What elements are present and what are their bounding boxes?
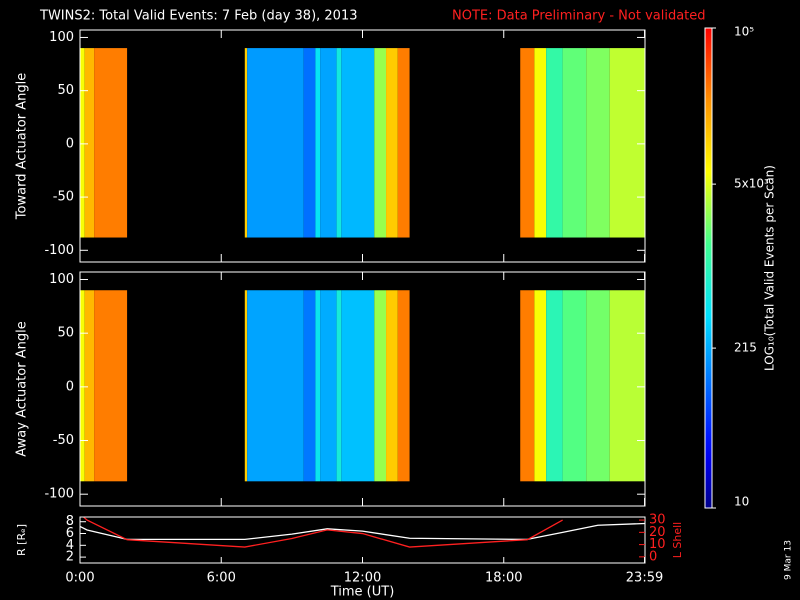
y2-tick-label: 0 xyxy=(649,549,657,564)
colorbar-tick-label: 215 xyxy=(734,341,757,355)
heat-cell xyxy=(244,290,248,482)
heat-cell xyxy=(534,48,547,238)
heat-cell xyxy=(244,48,248,238)
heat-cell xyxy=(336,290,342,482)
colorbar-label: LOG₁₀(Total Valid Events per Scan) xyxy=(763,165,777,371)
heat-cell xyxy=(341,290,375,482)
heat-cell xyxy=(374,290,387,482)
y-tick-label: 6 xyxy=(66,526,74,541)
y-tick-label: 100 xyxy=(49,30,74,45)
x-tick-label: 18:00 xyxy=(485,571,522,586)
heat-cell xyxy=(247,290,304,482)
heat-cell xyxy=(303,48,316,238)
y-tick-label: 100 xyxy=(49,272,74,287)
heat-cell xyxy=(320,48,337,238)
note: NOTE: Data Preliminary - Not validated xyxy=(452,9,706,24)
heat-cell xyxy=(336,48,342,238)
colorbar xyxy=(704,27,713,509)
y2-tick-label: 10 xyxy=(649,537,666,552)
heat-cell xyxy=(80,290,85,482)
y2-tick-label: 30 xyxy=(649,513,666,528)
heat-cell xyxy=(303,290,316,482)
y-tick-label: -100 xyxy=(44,487,74,502)
heat-cell xyxy=(94,290,128,482)
y-axis-label: R [Rₑ] xyxy=(15,524,28,556)
colorbar-tick-label: 10⁵ xyxy=(734,25,754,39)
heat-cell xyxy=(315,48,321,238)
x-tick-label: 0:00 xyxy=(65,571,94,586)
y-tick-label: 4 xyxy=(66,538,74,553)
heat-cell xyxy=(586,290,610,482)
y-tick-label: 2 xyxy=(66,550,74,565)
chart-title: TWINS2: Total Valid Events: 7 Feb (day 3… xyxy=(39,9,358,24)
heat-cell xyxy=(374,48,387,238)
x-tick-label: 6:00 xyxy=(207,571,236,586)
heat-cell xyxy=(397,290,410,482)
heat-cell xyxy=(520,290,535,482)
heat-cell xyxy=(546,290,563,482)
x-tick-label: 23:59 xyxy=(626,571,663,586)
heat-cell xyxy=(247,48,304,238)
heat-cell xyxy=(341,48,375,238)
y-tick-label: -100 xyxy=(44,243,74,258)
y-axis-label: Away Actuator Angle xyxy=(15,321,30,456)
heat-cell xyxy=(562,290,587,482)
heat-cell xyxy=(534,290,547,482)
y-tick-label: 50 xyxy=(57,326,74,341)
heat-cell xyxy=(315,290,321,482)
heat-cell xyxy=(94,48,128,238)
y-tick-label: -50 xyxy=(53,190,74,205)
heat-cell xyxy=(84,48,95,238)
heat-cell xyxy=(520,48,535,238)
y-tick-label: 8 xyxy=(66,514,74,529)
heat-cell xyxy=(546,48,563,238)
series-line xyxy=(80,522,645,541)
date-stamp: 9 Mar 13 xyxy=(784,540,794,580)
heat-cell xyxy=(320,290,337,482)
heat-cell xyxy=(609,290,645,482)
y-tick-label: 0 xyxy=(66,136,74,151)
y-axis-label: Toward Actuator Angle xyxy=(15,73,30,220)
heat-cell xyxy=(84,290,95,482)
y2-axis-label: L Shell xyxy=(671,522,684,558)
heat-cell xyxy=(609,48,645,238)
heat-cell xyxy=(386,48,398,238)
y2-tick-label: 20 xyxy=(649,525,666,540)
line-group xyxy=(80,517,645,548)
y-tick-label: -50 xyxy=(53,433,74,448)
x-tick-label: 12:00 xyxy=(344,571,381,586)
series-line xyxy=(82,517,563,548)
y-tick-label: 50 xyxy=(57,83,74,98)
heat-cell xyxy=(397,48,410,238)
colorbar-tick-label: 10 xyxy=(734,495,749,509)
colorbar-tick-label: 5x10³ xyxy=(734,177,769,191)
y-tick-label: 0 xyxy=(66,379,74,394)
heat-cell xyxy=(386,290,398,482)
heat-cell xyxy=(562,48,587,238)
x-axis-label: Time (UT) xyxy=(330,585,395,600)
heat-cell xyxy=(80,48,85,238)
heat-cell xyxy=(586,48,610,238)
